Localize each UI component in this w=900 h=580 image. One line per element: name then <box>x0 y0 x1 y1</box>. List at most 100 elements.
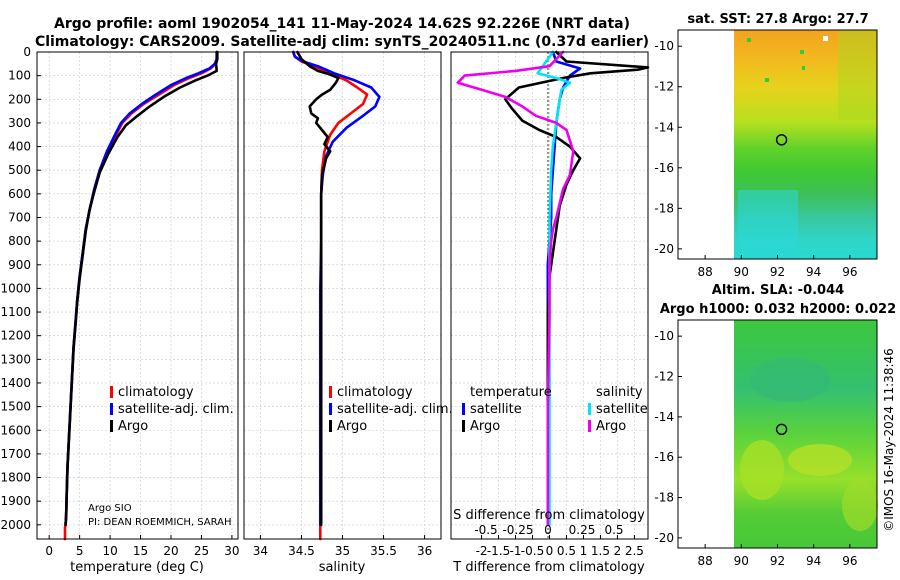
temperature-xlabel: temperature (deg C) <box>70 560 204 575</box>
y-tick-label: 1300 <box>0 352 31 366</box>
y-tick-label: 1800 <box>0 471 31 485</box>
x-tick-label: -0.5 <box>521 544 544 558</box>
legend-label: Argo <box>337 419 367 434</box>
figure-title-line1: Argo profile: aoml 1902054_141 11-May-20… <box>54 16 630 32</box>
legend-swatch-s-argo <box>588 420 591 432</box>
y-tick-label: 1400 <box>0 376 31 390</box>
legend-swatch-t-satellite <box>462 403 465 415</box>
map-y-tick-label: -14 <box>654 120 674 134</box>
sst-map-title: sat. SST: 27.8 Argo: 27.7 <box>687 12 868 27</box>
y-tick-label: 1700 <box>0 447 31 461</box>
map-x-tick-label: 88 <box>697 554 712 568</box>
x-tick-label: 0 <box>45 544 53 558</box>
legend-label: satellite <box>596 402 648 417</box>
map-y-tick-label: -10 <box>654 329 674 343</box>
sst-pixel <box>823 36 828 41</box>
difference-legend: temperature satellite Argo salinity sate… <box>462 385 648 434</box>
imos-watermark: ©IMOS 16-May-2024 11:38:46 <box>882 348 896 532</box>
temperature-panel: 0 5 10 15 20 25 30 0 100 200 300 400 500 600 700 800 90… <box>0 45 239 575</box>
x-tick-label: 10 <box>102 544 117 558</box>
sla-map-subtitle: Argo h1000: 0.032 h2000: 0.022 <box>660 302 896 317</box>
map-y-tick-label: -18 <box>654 491 674 505</box>
map-x-tick-label: 92 <box>770 554 785 568</box>
sst-pixel <box>747 38 751 42</box>
y-tick-label: 1000 <box>0 281 31 295</box>
salinity-xlabel: salinity <box>319 560 366 575</box>
map-x-tick-label: 96 <box>842 265 857 279</box>
difference-x-ticks: -2 -1.5 -1 -0.5 0 0.5 1 1.5 2 2.5 <box>476 535 644 558</box>
difference-xlabel: T difference from climatology <box>452 560 645 575</box>
temperature-profiles <box>63 50 219 541</box>
legend-swatch-climatology <box>329 386 332 398</box>
y-tick-label: 1900 <box>0 494 31 508</box>
map-y-tick-label: -12 <box>654 80 674 94</box>
map-y-tick-label: -16 <box>654 161 674 175</box>
x-tick-label: 1.5 <box>591 544 610 558</box>
x-tick-label: 15 <box>133 544 148 558</box>
y-tick-label: 800 <box>8 234 31 248</box>
x-tick-label: 30 <box>224 544 239 558</box>
x-tick-label: 1 <box>580 544 588 558</box>
legend-swatch-t-argo <box>462 420 465 432</box>
y-tick-label: 1600 <box>0 423 31 437</box>
map-x-tick-label: 90 <box>734 265 749 279</box>
sla-map: Altim. SLA: -0.044 Argo h1000: 0.032 h20… <box>654 283 896 568</box>
series-climatology <box>291 50 369 541</box>
x-tick-label: 0 <box>546 544 554 558</box>
map-y-tick-label: -12 <box>654 369 674 383</box>
y-tick-label: 1200 <box>0 329 31 343</box>
salinity-panel: 34 34.5 35 35.5 36 salinity climatology sate… <box>243 50 453 575</box>
x-tick-label: 35.5 <box>370 544 397 558</box>
legend-label: Argo <box>596 419 626 434</box>
annotation-pi: PI: DEAN ROEMMICH, SARAH <box>88 517 232 528</box>
map-x-tick-label: 90 <box>734 554 749 568</box>
salinity-profiles <box>291 50 381 541</box>
salinity-legend: climatology satellite-adj. clim. Argo <box>329 385 453 434</box>
salinity-grid <box>244 51 441 539</box>
y-tick-label: 300 <box>8 116 31 130</box>
s-tick-label: -0.5 <box>474 523 497 537</box>
series-argo <box>296 50 340 527</box>
series-climatology <box>63 50 218 541</box>
y-tick-label: 700 <box>8 210 31 224</box>
sst-map: sat. SST: 27.8 Argo: 27.7 88 90 92 94 96 -10 -… <box>654 12 878 279</box>
sst-map-ticks: 88 90 92 94 96 -10 -12 -14 -16 -18 -20 <box>654 39 857 279</box>
difference-panel: -2 -1.5 -1 -0.5 0 0.5 1 1.5 2 2.5 T difference fr… <box>450 50 650 575</box>
y-tick-label: 400 <box>8 140 31 154</box>
y-tick-label: 500 <box>8 163 31 177</box>
map-x-tick-label: 94 <box>806 554 821 568</box>
sst-pixel <box>800 50 804 54</box>
legend-title-salinity: salinity <box>596 385 643 400</box>
x-tick-label: 5 <box>76 544 84 558</box>
s-tick-label: 0.5 <box>604 523 623 537</box>
legend-swatch-argo <box>329 420 332 432</box>
temperature-legend: climatology satellite-adj. clim. Argo <box>110 385 234 434</box>
legend-swatch-climatology <box>110 386 113 398</box>
y-tick-label: 200 <box>8 92 31 106</box>
s-difference-label: S difference from climatology <box>453 508 645 523</box>
difference-grid <box>451 51 648 539</box>
legend-swatch-s-satellite <box>588 403 591 415</box>
x-tick-label: 34 <box>253 544 268 558</box>
y-tick-label: 900 <box>8 258 31 272</box>
argo-position-marker <box>775 134 788 146</box>
sla-anomaly-low <box>750 358 830 402</box>
map-x-tick-label: 92 <box>770 265 785 279</box>
sst-pixel <box>765 78 769 82</box>
y-tick-label: 1500 <box>0 400 31 414</box>
legend-label: Argo <box>470 419 500 434</box>
series-argo <box>64 50 219 527</box>
x-tick-label: -1.5 <box>487 544 510 558</box>
y-tick-label: 1100 <box>0 305 31 319</box>
y-tick-label: 2000 <box>0 518 31 532</box>
s-difference-ticks: -0.5 -0.25 0 0.25 0.5 <box>474 523 623 537</box>
map-y-tick-label: -20 <box>654 242 674 256</box>
s-tick-label: -0.25 <box>502 523 533 537</box>
legend-label: climatology <box>337 385 413 400</box>
s-tick-label: 0 <box>544 523 552 537</box>
x-tick-label: -1 <box>510 544 522 558</box>
x-tick-label: 2 <box>614 544 622 558</box>
map-x-tick-label: 94 <box>806 265 821 279</box>
x-tick-label: 25 <box>194 544 209 558</box>
